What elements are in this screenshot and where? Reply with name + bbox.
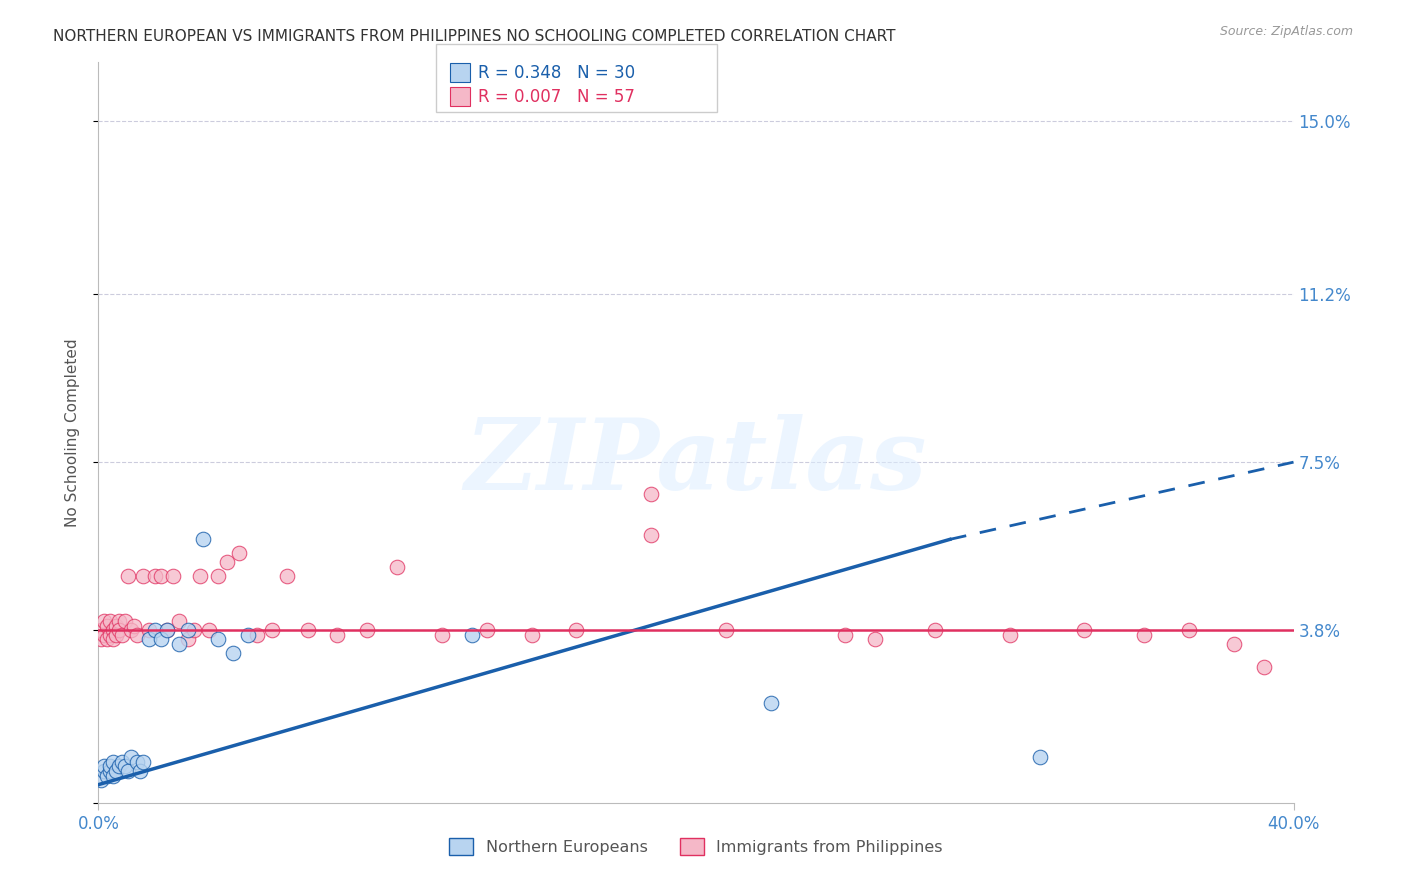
Point <box>138 632 160 647</box>
Point <box>103 768 125 782</box>
Point <box>640 528 662 542</box>
Point <box>103 755 125 769</box>
Point <box>93 614 115 628</box>
Point <box>150 632 173 647</box>
Point <box>865 632 887 647</box>
Point <box>96 768 118 782</box>
Point <box>108 624 131 638</box>
Point <box>90 773 112 788</box>
Point <box>90 624 112 638</box>
Point <box>461 628 484 642</box>
Point <box>98 628 122 642</box>
Text: R = 0.007   N = 57: R = 0.007 N = 57 <box>478 87 636 105</box>
Point <box>520 628 543 642</box>
Point <box>191 533 214 547</box>
Point <box>124 618 146 632</box>
Point <box>98 759 122 773</box>
Point <box>1028 750 1050 764</box>
Point <box>120 624 142 638</box>
Y-axis label: No Schooling Completed: No Schooling Completed <box>65 338 80 527</box>
Point <box>138 624 160 638</box>
Point <box>1073 624 1095 638</box>
Point <box>114 614 136 628</box>
Point <box>105 764 128 778</box>
Point <box>177 632 200 647</box>
Point <box>117 568 139 582</box>
Point <box>188 568 211 582</box>
Point <box>143 568 166 582</box>
Point <box>475 624 498 638</box>
Point <box>167 637 190 651</box>
Point <box>228 546 250 560</box>
Point <box>177 624 200 638</box>
Point <box>183 624 205 638</box>
Point <box>222 646 245 660</box>
Point <box>998 628 1021 642</box>
Point <box>96 618 118 632</box>
Point <box>98 764 122 778</box>
Point <box>127 628 149 642</box>
Point <box>93 764 115 778</box>
Point <box>132 568 155 582</box>
Point <box>207 632 229 647</box>
Point <box>143 624 166 638</box>
Point <box>103 632 125 647</box>
Point <box>120 750 142 764</box>
Point <box>297 624 319 638</box>
Point <box>132 755 155 769</box>
Point <box>96 632 118 647</box>
Point <box>117 764 139 778</box>
Point <box>93 759 115 773</box>
Point <box>93 628 115 642</box>
Point <box>105 618 128 632</box>
Point <box>565 624 588 638</box>
Point <box>326 628 349 642</box>
Point <box>430 628 453 642</box>
Point <box>156 624 179 638</box>
Point <box>111 628 134 642</box>
Point <box>714 624 737 638</box>
Text: R = 0.348   N = 30: R = 0.348 N = 30 <box>478 64 636 82</box>
Point <box>150 568 173 582</box>
Point <box>207 568 229 582</box>
Text: NORTHERN EUROPEAN VS IMMIGRANTS FROM PHILIPPINES NO SCHOOLING COMPLETED CORRELAT: NORTHERN EUROPEAN VS IMMIGRANTS FROM PHI… <box>53 29 896 44</box>
Point <box>385 559 409 574</box>
Point <box>129 764 152 778</box>
Point <box>105 628 128 642</box>
Point <box>98 614 122 628</box>
Point <box>260 624 283 638</box>
Point <box>276 568 298 582</box>
Point <box>111 755 134 769</box>
Point <box>640 487 662 501</box>
Point <box>1133 628 1156 642</box>
Point <box>356 624 378 638</box>
Point <box>834 628 856 642</box>
Point <box>156 624 179 638</box>
Point <box>1178 624 1201 638</box>
Point <box>924 624 946 638</box>
Point <box>108 759 131 773</box>
Point <box>90 632 112 647</box>
Point <box>127 755 149 769</box>
Point <box>1253 659 1275 673</box>
Point <box>1223 637 1246 651</box>
Point <box>114 759 136 773</box>
Text: ZIPatlas: ZIPatlas <box>465 414 927 510</box>
Point <box>162 568 184 582</box>
Legend: Northern Europeans, Immigrants from Philippines: Northern Europeans, Immigrants from Phil… <box>443 832 949 862</box>
Text: Source: ZipAtlas.com: Source: ZipAtlas.com <box>1219 25 1353 38</box>
Point <box>759 696 782 710</box>
Point <box>215 555 238 569</box>
Point <box>236 628 259 642</box>
Point <box>246 628 269 642</box>
Point <box>167 614 190 628</box>
Point <box>108 614 131 628</box>
Point <box>198 624 221 638</box>
Point <box>103 624 125 638</box>
